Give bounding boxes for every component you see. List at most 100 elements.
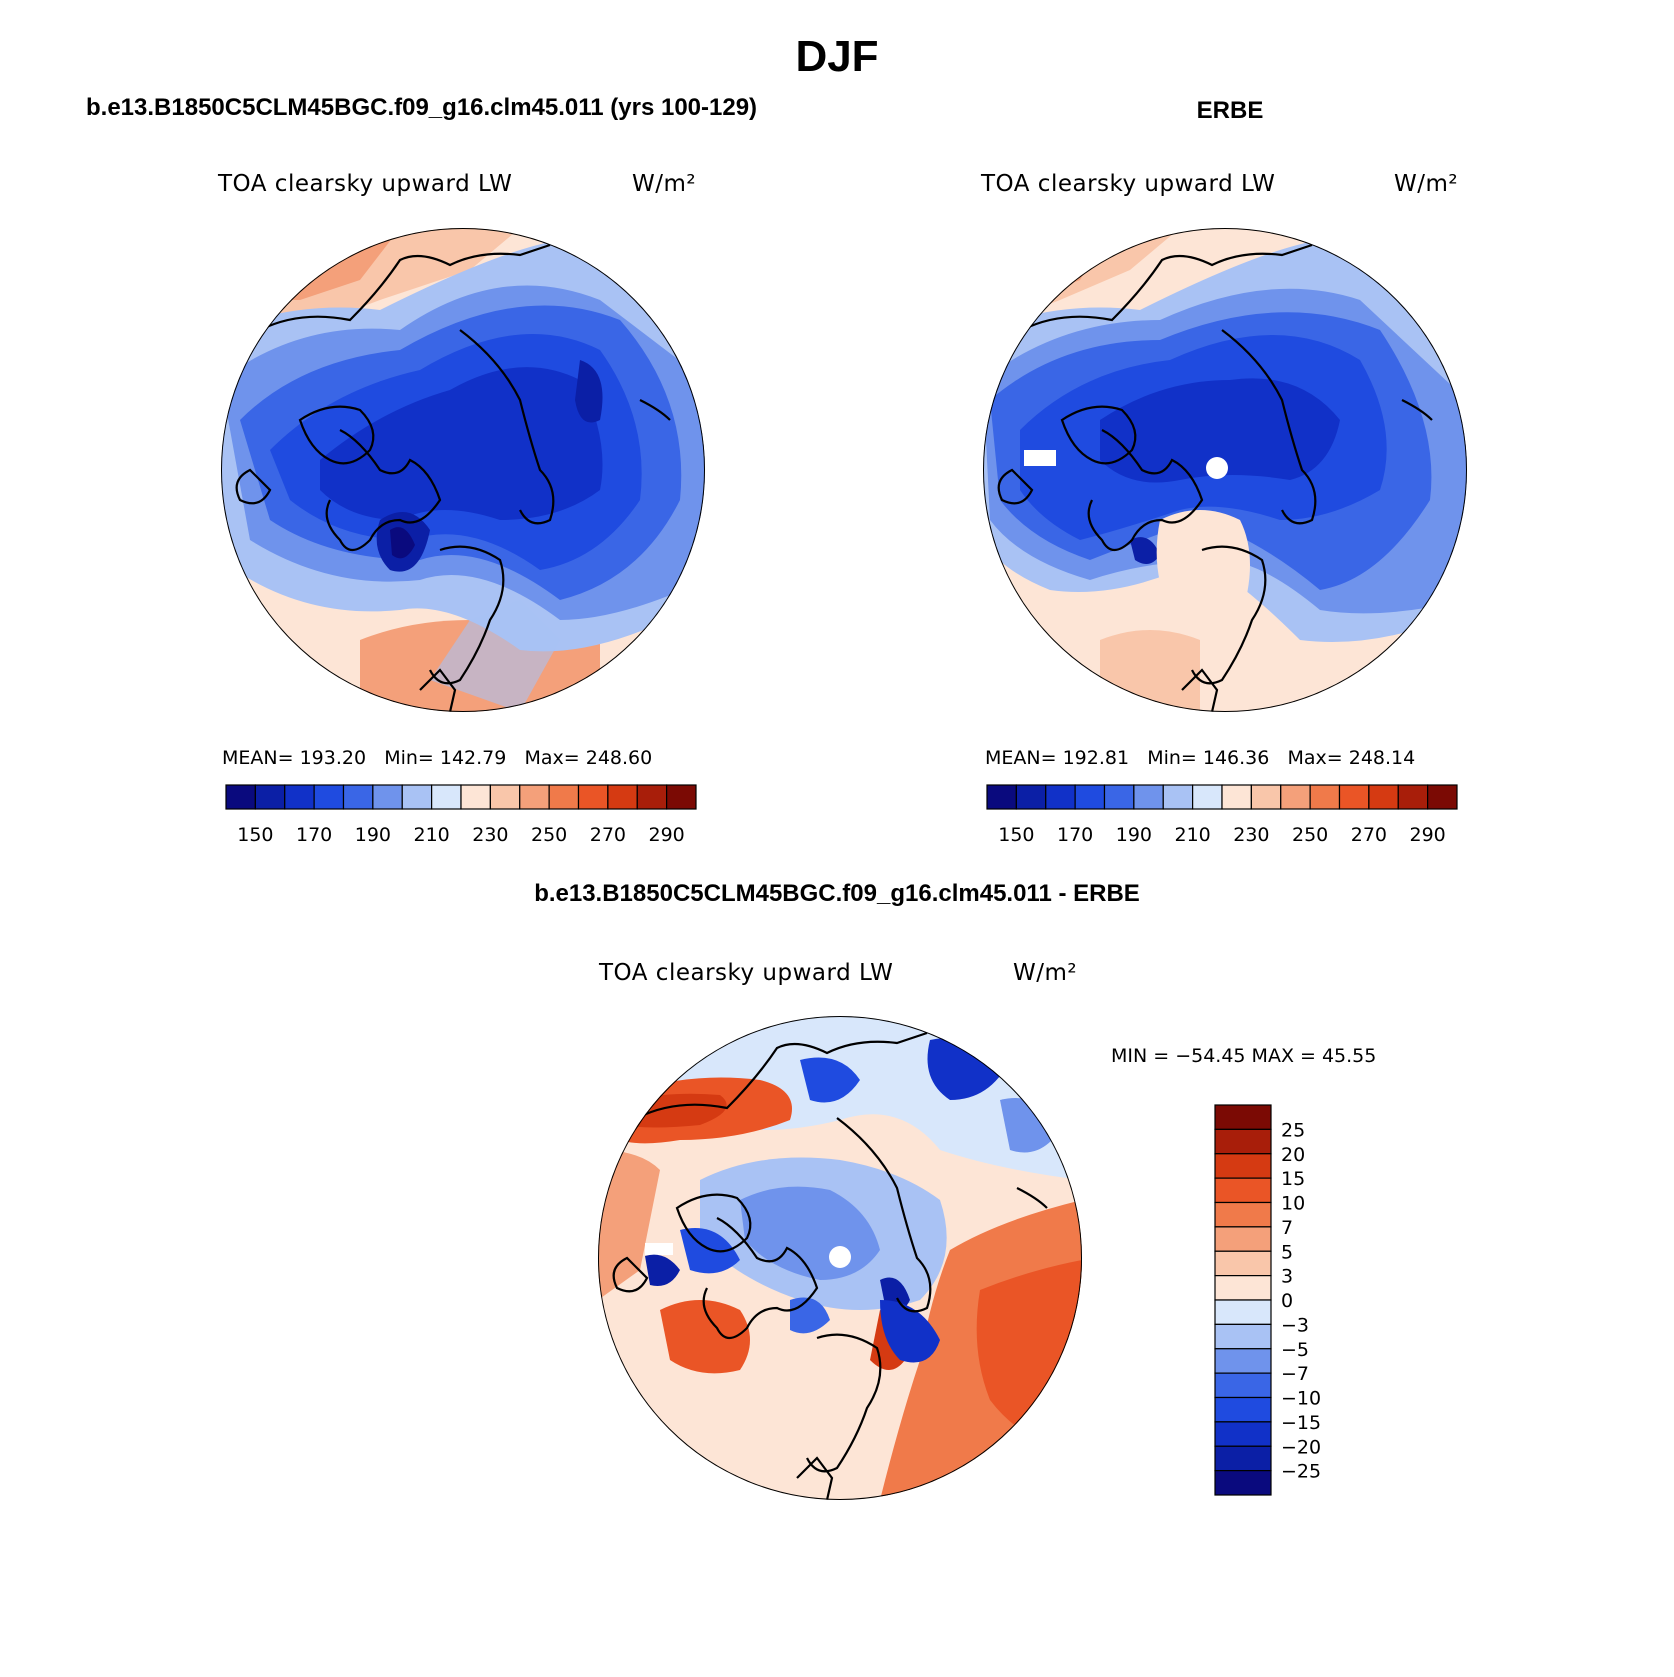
- right-mean-label: MEAN=: [985, 747, 1057, 769]
- diff-colorbar-swatch: [1214, 1421, 1272, 1447]
- diff-colorbar-swatch: [1214, 1372, 1272, 1399]
- right-colorbar-swatch: [1045, 784, 1076, 810]
- right-polar-map: [983, 228, 1467, 712]
- left-colorbar-swatch: [431, 784, 462, 810]
- diff-colorbar-tick-label: −3: [1281, 1314, 1309, 1336]
- right-colorbar-tick-label: 270: [1351, 824, 1387, 846]
- left-colorbar-swatch: [254, 784, 286, 810]
- right-colorbar-swatch: [1427, 784, 1458, 810]
- left-colorbar-tick-label: 270: [590, 824, 626, 846]
- diff-colorbar-tick-label: 7: [1281, 1217, 1293, 1239]
- right-colorbar-tick-label: 290: [1409, 824, 1445, 846]
- left-colorbar-tick-label: 170: [296, 824, 332, 846]
- left-colorbar-swatch: [548, 784, 580, 810]
- left-min-label: Min=: [384, 747, 434, 769]
- diff-colorbar-swatch: [1214, 1104, 1272, 1130]
- diff-colorbar-tick-label: 5: [1281, 1241, 1293, 1263]
- diff-colorbar-swatch: [1214, 1299, 1272, 1325]
- left-mean-label: MEAN=: [222, 747, 294, 769]
- right-colorbar-swatch: [1133, 784, 1164, 810]
- left-colorbar-tick-label: 250: [531, 824, 567, 846]
- diff-colorbar-tick-label: 3: [1281, 1266, 1293, 1288]
- diff-colorbar-swatch: [1214, 1348, 1272, 1374]
- diff-colorbar-swatch: [1214, 1250, 1272, 1277]
- right-colorbar-swatch: [1309, 784, 1341, 810]
- left-colorbar-swatch: [372, 784, 403, 810]
- left-panel-title: b.e13.B1850C5CLM45BGC.f09_g16.clm45.011 …: [86, 94, 758, 121]
- left-colorbar-tick-label: 150: [237, 824, 273, 846]
- left-colorbar-swatch: [489, 784, 521, 810]
- left-stats: MEAN= 193.20 Min= 142.79 Max= 248.60: [222, 747, 652, 769]
- right-colorbar: 150 170 190 210 230 250 270 290: [986, 784, 1458, 846]
- right-colorbar-swatch: [1074, 784, 1106, 810]
- right-max-label: Max=: [1287, 747, 1343, 769]
- diff-colorbar-swatch: [1214, 1470, 1272, 1496]
- left-colorbar-swatch: [577, 784, 609, 810]
- right-colorbar-swatch: [1280, 784, 1311, 810]
- left-colorbar-tick-label: 290: [648, 824, 684, 846]
- diff-variable-label: TOA clearsky upward LW: [599, 960, 894, 986]
- right-colorbar-swatch: [1162, 784, 1194, 810]
- diff-colorbar-swatch: [1214, 1201, 1272, 1228]
- left-colorbar-swatch: [607, 784, 638, 810]
- diff-colorbar-tick-label: 15: [1281, 1168, 1305, 1190]
- right-mean-value: 192.81: [1062, 747, 1130, 769]
- diff-colorbar-swatch: [1214, 1275, 1272, 1301]
- diff-colorbar-tick-label: −10: [1281, 1388, 1321, 1410]
- right-stats: MEAN= 192.81 Min= 146.36 Max= 248.14: [985, 747, 1415, 769]
- diff-minmax-text: MIN = −54.45 MAX = 45.55: [1111, 1045, 1377, 1067]
- diff-colorbar-tick-label: −7: [1281, 1363, 1309, 1385]
- diff-colorbar-swatch: [1214, 1153, 1272, 1179]
- diff-colorbar-tick-label: −20: [1281, 1436, 1321, 1458]
- left-colorbar-swatch: [666, 784, 697, 810]
- diff-units-label: W/m²: [1013, 960, 1078, 986]
- right-variable-label: TOA clearsky upward LW: [981, 171, 1276, 197]
- diff-colorbar-swatch: [1214, 1177, 1272, 1204]
- right-colorbar-tick-label: 230: [1233, 824, 1269, 846]
- right-panel-title: ERBE: [1196, 97, 1264, 124]
- right-colorbar-swatch: [1192, 784, 1223, 810]
- diff-colorbar-tick-label: 20: [1281, 1144, 1305, 1166]
- left-max-value: 248.60: [585, 747, 653, 769]
- diff-panel-title: b.e13.B1850C5CLM45BGC.f09_g16.clm45.011 …: [534, 880, 1140, 907]
- right-colorbar-tick-label: 170: [1057, 824, 1093, 846]
- diff-colorbar-swatch: [1214, 1128, 1272, 1155]
- diff-colorbar-swatch: [1214, 1445, 1272, 1472]
- left-colorbar-swatch: [313, 784, 345, 810]
- right-colorbar-swatch: [1015, 784, 1047, 810]
- right-colorbar-tick-label: 190: [1116, 824, 1152, 846]
- left-colorbar-swatch: [519, 784, 550, 810]
- right-colorbar-tick-label: 150: [998, 824, 1034, 846]
- diff-polar-map: [598, 1016, 1082, 1500]
- main-title: DJF: [795, 32, 879, 81]
- left-mean-value: 193.20: [299, 747, 367, 769]
- right-colorbar-tick-label: 210: [1174, 824, 1210, 846]
- left-colorbar-tick-label: 210: [413, 824, 449, 846]
- right-units-label: W/m²: [1394, 171, 1459, 197]
- right-colorbar-swatch: [1338, 784, 1370, 810]
- diff-colorbar-tick-label: 10: [1281, 1193, 1305, 1215]
- left-colorbar-swatch: [284, 784, 315, 810]
- left-colorbar-tick-label: 190: [355, 824, 391, 846]
- left-units-label: W/m²: [632, 171, 697, 197]
- diff-colorbar-tick-label: 25: [1281, 1119, 1305, 1141]
- right-colorbar-swatch: [1368, 784, 1399, 810]
- left-colorbar: 150 170 190 210 230 250 270 290: [225, 784, 697, 846]
- right-colorbar-swatch: [1221, 784, 1252, 810]
- diff-colorbar-tick-label: −25: [1281, 1461, 1321, 1483]
- right-max-value: 248.14: [1348, 747, 1416, 769]
- left-colorbar-swatch: [401, 784, 433, 810]
- right-min-value: 146.36: [1202, 747, 1270, 769]
- right-colorbar-swatch: [986, 784, 1017, 810]
- diff-colorbar-tick-label: 0: [1281, 1290, 1293, 1312]
- left-max-label: Max=: [524, 747, 580, 769]
- right-colorbar-swatch: [1250, 784, 1282, 810]
- left-polar-map: [221, 228, 705, 712]
- right-min-label: Min=: [1147, 747, 1197, 769]
- diff-colorbar-swatch: [1214, 1323, 1272, 1350]
- right-colorbar-tick-label: 250: [1292, 824, 1328, 846]
- diff-colorbar-tick-label: −5: [1281, 1339, 1309, 1361]
- right-colorbar-swatch: [1103, 784, 1135, 810]
